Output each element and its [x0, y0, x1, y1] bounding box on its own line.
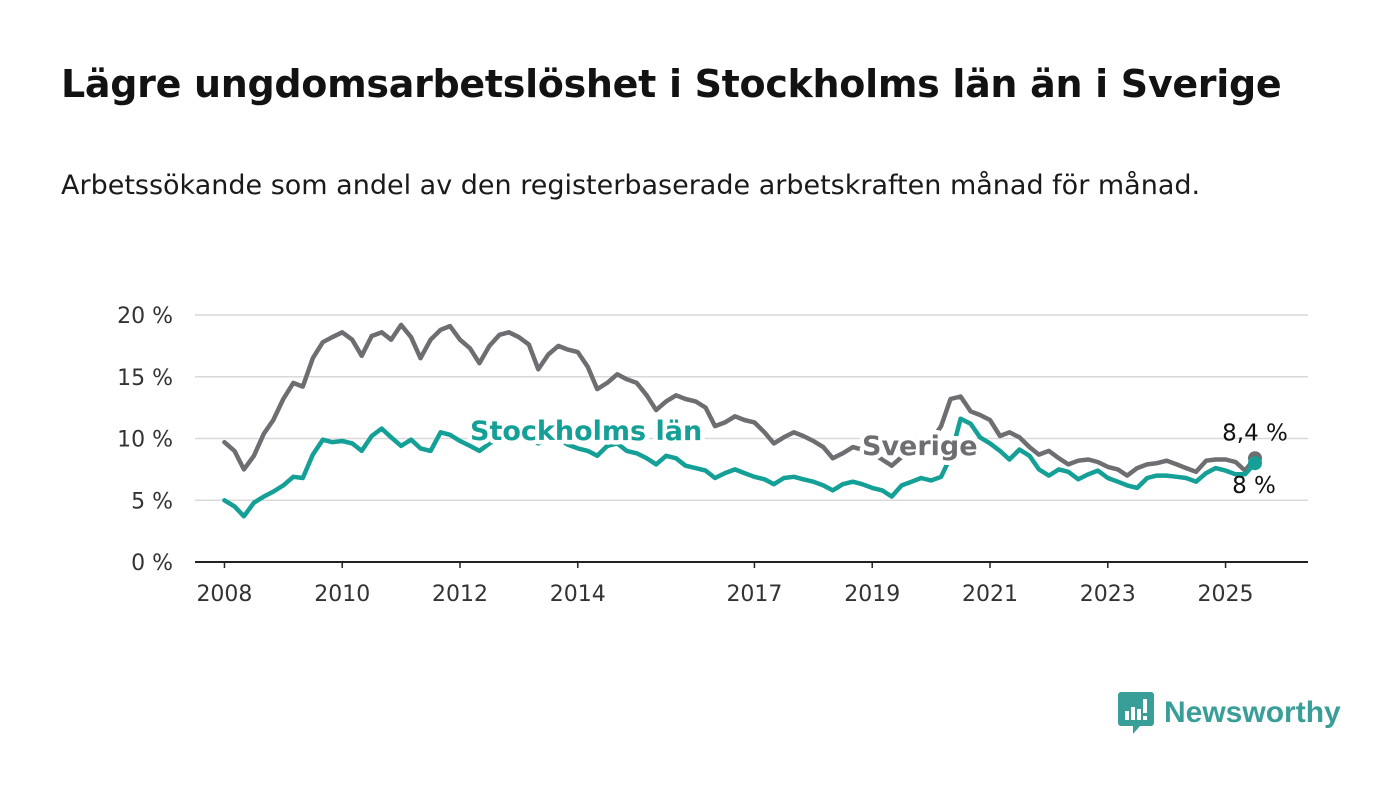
x-tick-label: 2019 — [844, 582, 900, 607]
y-axis-tick-labels: 0 % 5 % 10 % 15 % 20 % — [117, 304, 173, 576]
chart-subtitle: Arbetssökande som andel av den registerb… — [61, 170, 1201, 201]
y-gridlines — [195, 314, 1308, 563]
x-tick-label: 2010 — [314, 582, 370, 607]
end-label-sverige: 8,4 % — [1222, 420, 1288, 446]
y-tick-label: 0 % — [131, 551, 173, 576]
x-tick-label: 2021 — [962, 582, 1018, 607]
newsworthy-logo-icon — [1118, 692, 1154, 734]
newsworthy-logo[interactable]: Newsworthy — [1118, 690, 1341, 736]
x-tick-label: 2025 — [1198, 582, 1254, 607]
x-tick-label: 2017 — [726, 582, 782, 607]
series-label-stockholms-lan: Stockholms län — [470, 416, 702, 447]
series-lines — [222, 322, 1262, 519]
series-line-stockholms-lan — [222, 416, 1258, 519]
x-tick-label: 2012 — [432, 582, 488, 607]
y-tick-label: 20 % — [117, 304, 173, 329]
series-line-sverige — [222, 322, 1258, 478]
end-point-stockholms-lan — [1248, 456, 1262, 471]
series-label-sverige: Sverige — [862, 431, 978, 462]
end-label-stockholms-lan: 8 % — [1232, 473, 1276, 499]
y-tick-label: 10 % — [117, 428, 173, 453]
brand-name: Newsworthy — [1164, 696, 1341, 729]
x-axis-tick-labels: 2008 2010 2012 2014 2017 2019 2021 2023 2025 — [196, 562, 1254, 607]
chart-title: Lägre ungdomsarbetslöshet i Stockholms l… — [61, 62, 1282, 106]
y-tick-label: 5 % — [131, 489, 173, 514]
x-tick-label: 2023 — [1080, 582, 1136, 607]
x-tick-label: 2008 — [196, 582, 252, 607]
x-tick-label: 2014 — [550, 582, 606, 607]
y-tick-label: 15 % — [117, 366, 173, 391]
series-labels: Stockholms län Sverige 8,4 % 8 % — [466, 412, 1288, 500]
